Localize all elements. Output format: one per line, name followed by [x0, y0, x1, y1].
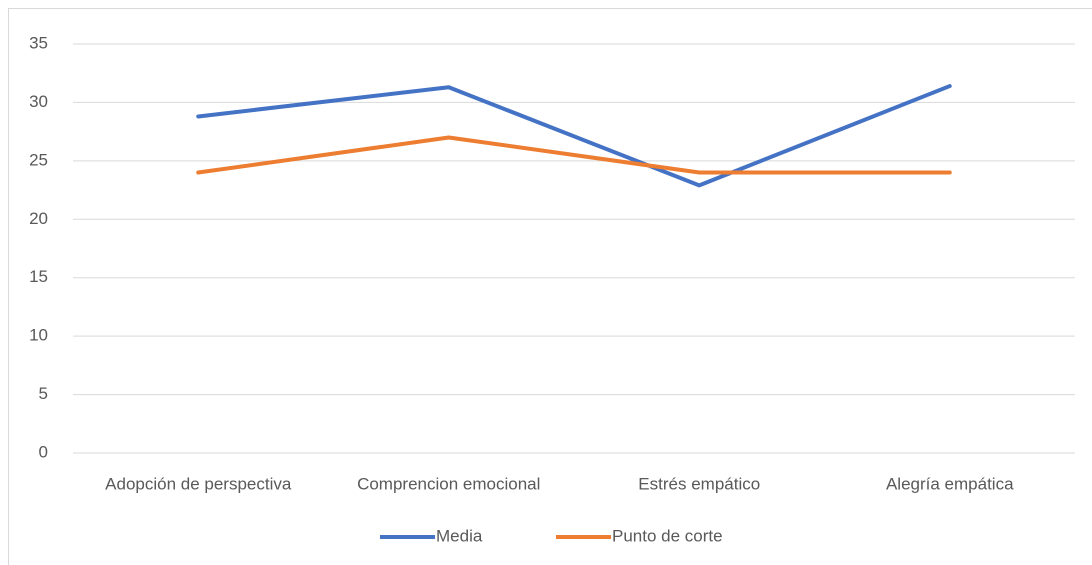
series-line: [196, 135, 952, 175]
y-tick-label: 25: [29, 150, 48, 169]
y-tick-label: 20: [29, 209, 48, 228]
y-tick-label: 15: [29, 267, 48, 286]
x-tick-label: Comprencion emocional: [357, 474, 540, 493]
y-tick-label: 10: [29, 326, 48, 345]
x-tick-label: Estrés empático: [638, 474, 760, 493]
chart-border: [8, 8, 1092, 565]
y-tick-label: 30: [29, 92, 48, 111]
x-tick-label: Adopción de perspectiva: [105, 474, 292, 493]
legend-label: Punto de corte: [612, 526, 723, 545]
y-tick-label: 5: [39, 384, 48, 403]
y-tick-label: 0: [39, 442, 48, 461]
legend-label: Media: [436, 526, 483, 545]
x-tick-label: Alegría empática: [886, 474, 1014, 493]
series-line: [196, 84, 952, 188]
y-tick-label: 35: [29, 33, 48, 52]
